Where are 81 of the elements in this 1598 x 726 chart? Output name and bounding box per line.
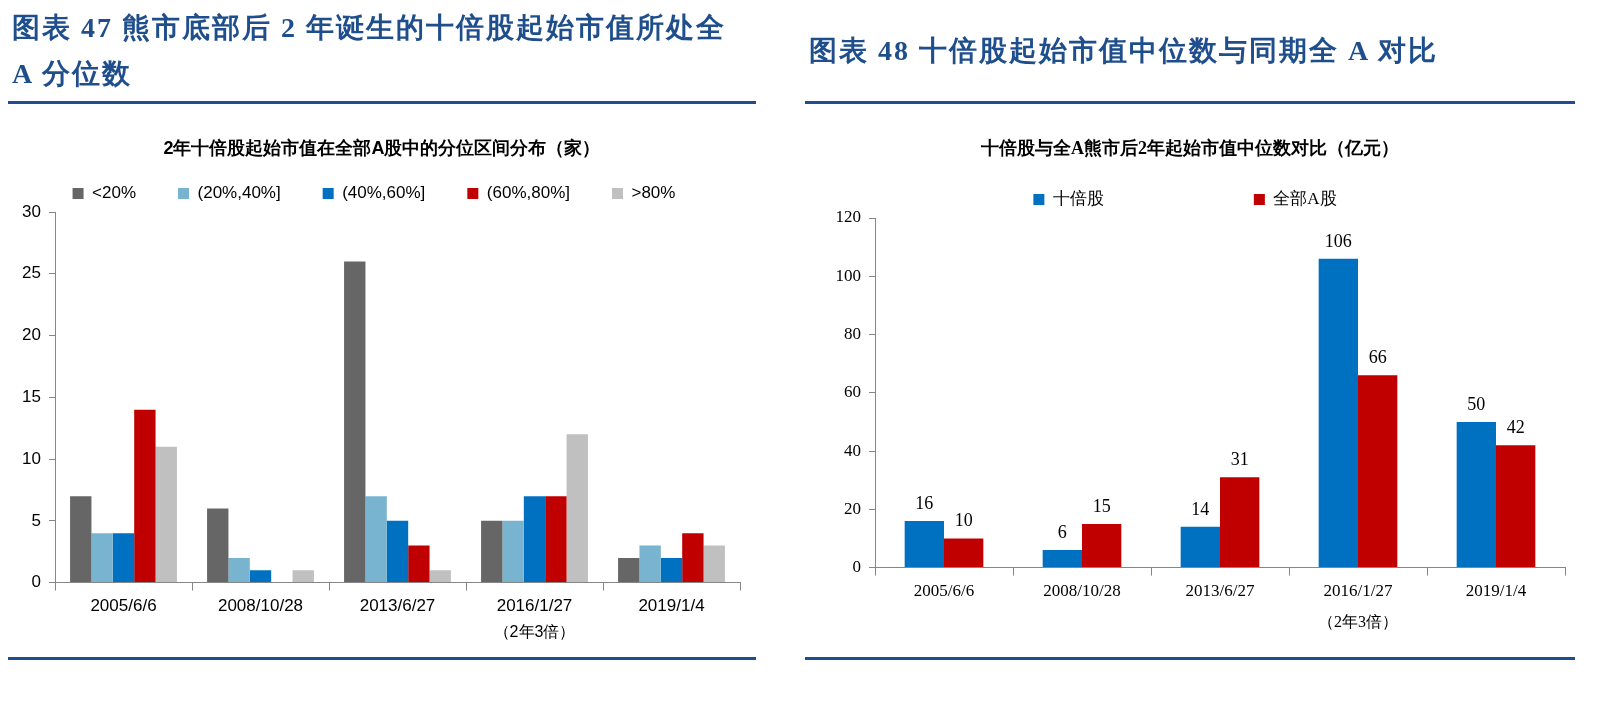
data-label: 31	[1230, 449, 1249, 470]
bar	[228, 557, 250, 583]
bar	[502, 520, 524, 583]
bar	[112, 533, 135, 583]
bar	[618, 557, 640, 583]
x-tick-label: 2019/1/4	[1465, 581, 1527, 601]
bar	[386, 520, 409, 583]
data-label: 50	[1467, 393, 1486, 414]
legend-label: <20%	[92, 183, 137, 203]
bar	[134, 409, 156, 583]
bar	[523, 496, 546, 583]
x-tick-label: 2016/1/27	[496, 596, 573, 616]
legend-label: 十倍股	[1052, 188, 1104, 208]
chart-title: 图表 47 熊市底部后 2 年诞生的十倍股起始市值所处全 A 分位数	[8, 0, 756, 104]
y-tick-label: 15	[22, 386, 41, 406]
bar	[660, 557, 683, 583]
data-label: 106	[1324, 230, 1352, 251]
bar	[1042, 550, 1082, 568]
bar	[249, 570, 272, 583]
bar	[545, 496, 567, 583]
x-tick-label: 2008/10/28	[1043, 581, 1121, 601]
legend-label: (60%,80%]	[486, 183, 570, 203]
x-tick-label: 2013/6/27	[1185, 581, 1255, 601]
data-label: 42	[1506, 416, 1525, 437]
legend-label: (20%,40%]	[197, 183, 281, 203]
y-tick-label: 80	[844, 324, 861, 343]
y-tick-label: 0	[31, 572, 41, 592]
legend-label: >80%	[631, 183, 676, 203]
bar	[1496, 445, 1536, 568]
bar	[1082, 523, 1122, 568]
y-tick-label: 40	[844, 440, 861, 460]
data-label: 6	[1057, 521, 1067, 542]
x-tick-label: 2005/6/6	[913, 581, 975, 601]
y-tick-label: 30	[22, 201, 41, 221]
x-tick-label: 2019/1/4	[638, 596, 705, 616]
bar	[91, 533, 113, 583]
bar	[944, 538, 984, 568]
x-axis-title: （2年3倍）	[493, 622, 576, 642]
chart-title: 图表 48 十倍股起始市值中位数与同期全 A 对比	[805, 0, 1575, 104]
data-label: 15	[1092, 495, 1111, 516]
bar	[292, 570, 314, 583]
y-tick-label: 20	[844, 498, 861, 518]
x-tick-label: 2008/10/28	[217, 596, 304, 616]
legend-label: 全部A股	[1273, 188, 1337, 208]
bar	[155, 446, 177, 583]
y-tick-label: 0	[852, 557, 861, 577]
data-label: 16	[915, 492, 934, 513]
bar	[365, 496, 387, 583]
data-label: 10	[954, 510, 973, 531]
bar	[70, 496, 92, 583]
bar	[1358, 375, 1398, 568]
bar	[1180, 526, 1220, 568]
x-tick-label: 2005/6/6	[90, 596, 157, 616]
bar	[682, 533, 704, 583]
y-tick-label: 20	[22, 325, 41, 345]
bar	[344, 261, 366, 583]
chart-subtitle: 2年十倍股起始市值在全部A股中的分位区间分布（家）	[162, 137, 602, 160]
y-tick-label: 120	[835, 207, 861, 227]
bar	[1456, 421, 1496, 568]
y-tick-label: 25	[22, 263, 41, 283]
x-tick-label: 2016/1/27	[1323, 581, 1393, 601]
bar	[566, 434, 588, 583]
y-tick-label: 10	[22, 448, 41, 468]
bar	[1220, 477, 1260, 568]
y-tick-label: 60	[844, 382, 861, 402]
bar	[207, 508, 229, 583]
bar	[703, 545, 725, 583]
bar	[1318, 258, 1358, 568]
data-label: 14	[1191, 498, 1210, 519]
y-tick-label: 5	[31, 510, 41, 530]
bar	[904, 520, 944, 568]
x-axis-title: （2年3倍）	[1318, 612, 1398, 632]
bar	[429, 570, 451, 583]
bar	[639, 545, 661, 583]
bar	[408, 545, 430, 583]
data-label: 66	[1368, 347, 1387, 368]
x-tick-label: 2013/6/27	[359, 596, 436, 616]
y-tick-label: 100	[835, 265, 861, 285]
chart-subtitle: 十倍股与全A熊市后2年起始市值中位数对比（亿元）	[980, 137, 1400, 160]
legend-label: (40%,60%]	[342, 183, 426, 203]
bar	[481, 520, 503, 583]
